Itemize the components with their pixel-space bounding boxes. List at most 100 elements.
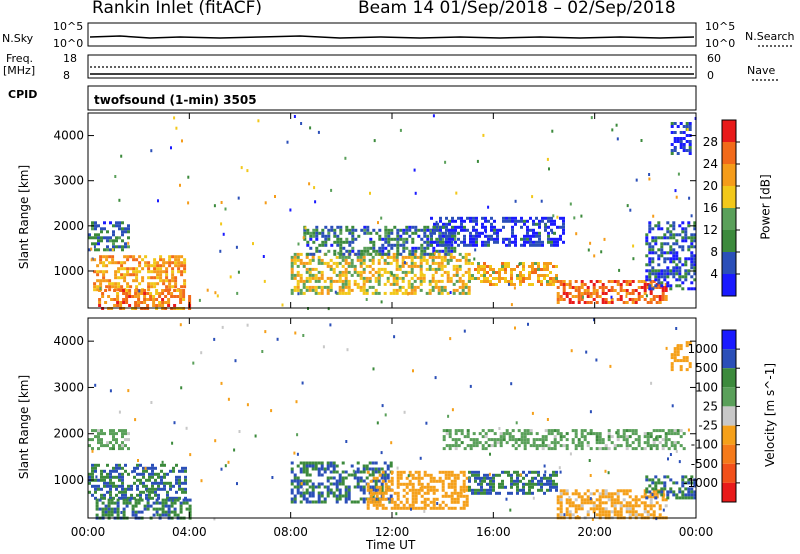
echo-cell — [654, 481, 658, 485]
echo-cell — [672, 260, 676, 264]
echo-cell — [151, 490, 154, 494]
echo-cell — [658, 504, 662, 508]
echo-cell — [165, 273, 169, 277]
echo-cell — [139, 493, 142, 497]
echo-cell — [167, 289, 171, 292]
echo-cell — [174, 276, 178, 280]
echo-cell — [175, 463, 178, 467]
echo-cell — [447, 485, 451, 489]
echo-cell — [176, 498, 180, 502]
echo-cell — [486, 491, 489, 495]
echo-cell — [320, 285, 324, 289]
colorbar-tick-label: 500 — [695, 361, 718, 375]
echo-cell — [167, 298, 171, 301]
echo-cell — [434, 285, 438, 289]
echo-cell — [181, 466, 184, 470]
freq-strip-frame — [87, 54, 697, 79]
echo-cell — [439, 240, 442, 244]
echo-cell — [431, 279, 435, 283]
echo-cell — [681, 275, 685, 279]
echo-cell — [97, 432, 100, 436]
echo-cell — [655, 501, 659, 505]
echo-cell — [419, 258, 423, 262]
echo-cell — [396, 470, 400, 474]
echo-cell — [580, 501, 584, 505]
echo-cell — [125, 498, 129, 502]
echo-cell — [179, 298, 183, 301]
echo-cell — [366, 249, 370, 253]
echo-cell — [493, 225, 496, 229]
xtick-label: 20:00 — [577, 525, 612, 539]
echo-cell — [657, 254, 661, 258]
echo-cell — [299, 470, 303, 474]
echo-cell — [408, 252, 412, 256]
echo-cell — [660, 284, 664, 288]
echo-cell — [182, 501, 186, 505]
echo-cell — [543, 482, 546, 486]
echo-cell — [457, 237, 460, 241]
echo-cell — [460, 222, 463, 226]
echo-cell — [157, 472, 160, 476]
echo-cell — [167, 513, 171, 517]
echo-cell — [672, 272, 676, 276]
echo-cell — [441, 500, 445, 504]
echo-speck — [655, 436, 658, 440]
echo-cell — [148, 487, 151, 491]
echo-cell — [601, 283, 605, 286]
echo-cell — [137, 301, 141, 304]
echo-cell — [135, 267, 139, 271]
echo-cell — [393, 491, 397, 495]
echo-cell — [121, 490, 124, 494]
echo-cell — [390, 497, 394, 501]
echo-cell — [134, 301, 138, 304]
echo-cell — [405, 240, 409, 244]
echo-cell — [383, 267, 387, 271]
echo-cell — [112, 484, 115, 488]
echo-cell — [336, 237, 340, 241]
echo-cell — [532, 219, 535, 223]
echo-cell — [128, 289, 132, 292]
echo-cell — [595, 295, 599, 298]
echo-cell — [481, 225, 484, 229]
echo-cell — [592, 432, 596, 436]
nave-label: Nave — [747, 64, 776, 77]
echo-speck — [403, 261, 406, 265]
echo-cell — [475, 438, 479, 442]
echo-cell — [353, 470, 357, 474]
echo-cell — [413, 261, 417, 265]
echo-cell — [145, 469, 148, 473]
echo-cell — [429, 500, 433, 504]
echo-cell — [357, 249, 361, 253]
echo-speck — [393, 335, 396, 339]
nsky-strip-frame — [87, 22, 697, 47]
echo-cell — [396, 249, 400, 253]
echo-cell — [526, 237, 529, 241]
echo-cell — [682, 131, 686, 134]
echo-speck — [676, 344, 679, 348]
echo-cell — [184, 487, 187, 491]
echo-cell — [450, 491, 454, 495]
echo-cell — [589, 432, 593, 436]
echo-speck — [234, 359, 237, 363]
echo-speck — [487, 205, 490, 209]
echo-cell — [616, 492, 620, 496]
echo-cell — [305, 500, 309, 504]
echo-cell — [359, 479, 363, 483]
echo-cell — [157, 487, 160, 491]
echo-cell — [338, 488, 342, 492]
echo-cell — [314, 267, 318, 271]
echo-cell — [122, 298, 126, 301]
echo-cell — [413, 273, 417, 277]
echo-cell — [495, 491, 498, 495]
echo-speck — [423, 509, 426, 513]
echo-cell — [571, 295, 575, 298]
echo-cell — [555, 488, 558, 492]
echo-cell — [693, 272, 697, 276]
echo-cell — [135, 279, 139, 283]
echo-cell — [555, 265, 558, 268]
echo-speck — [300, 122, 303, 125]
echo-cell — [88, 233, 91, 237]
echo-cell — [339, 246, 343, 250]
echo-cell — [293, 500, 297, 504]
echo-cell — [344, 261, 348, 265]
